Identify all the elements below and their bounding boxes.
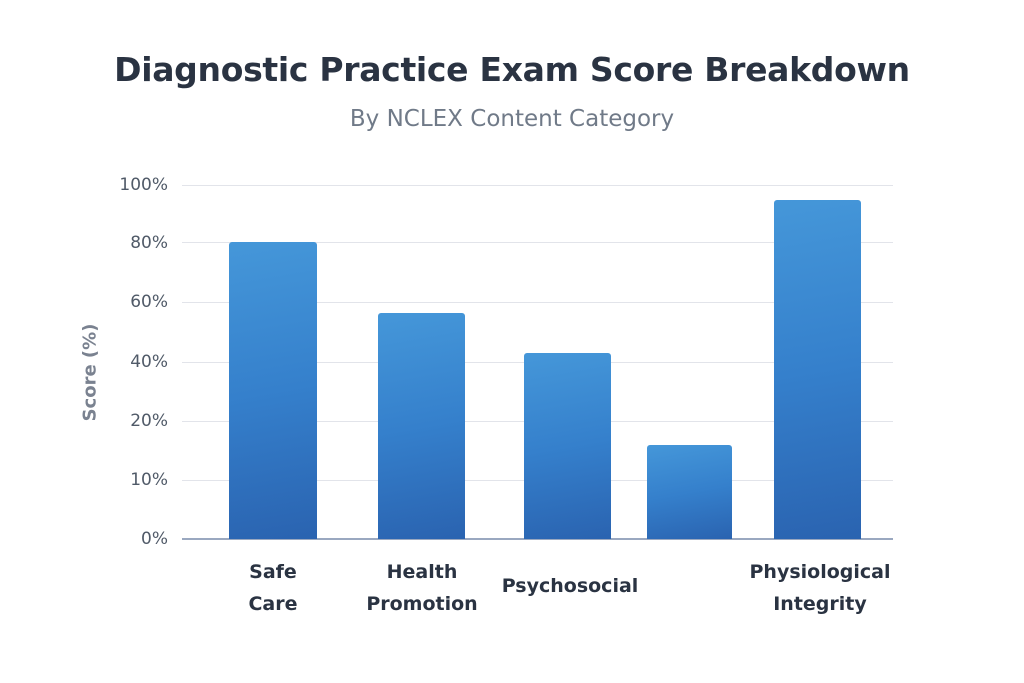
bar-psychosocial — [524, 353, 611, 539]
y-tick-60: 60% — [130, 292, 168, 312]
x-label-line: Integrity — [773, 593, 867, 615]
x-label-line: Care — [248, 593, 298, 615]
y-tick-0: 0% — [141, 529, 168, 549]
x-label-safe-care: Safe Care — [213, 556, 333, 620]
chart-title: Diagnostic Practice Exam Score Breakdown — [114, 50, 910, 89]
x-label-psychosocial: Psychosocial — [495, 570, 645, 602]
x-label-line: Promotion — [366, 593, 478, 615]
y-tick-100: 100% — [119, 175, 168, 195]
y-tick-80: 80% — [130, 233, 168, 253]
x-label-health-promotion: Health Promotion — [352, 556, 492, 620]
x-label-line: Psychosocial — [501, 575, 639, 597]
x-label-line: Safe — [249, 561, 297, 583]
bar-unlabeled — [647, 445, 732, 539]
x-label-line: Health — [386, 561, 458, 583]
chart-subtitle: By NCLEX Content Category — [349, 106, 675, 132]
gridline — [182, 185, 893, 186]
x-label-line: Physiological — [749, 561, 891, 583]
bar-physiological-integrity — [774, 200, 861, 539]
y-tick-40: 40% — [130, 352, 168, 372]
bar-safe-care — [229, 242, 317, 539]
gridline — [182, 302, 893, 303]
y-axis-label: Score (%) — [79, 323, 101, 422]
plot-area — [182, 185, 893, 540]
bar-health-promotion — [378, 313, 465, 539]
y-tick-10: 10% — [130, 470, 168, 490]
gridline — [182, 242, 893, 243]
x-axis-baseline — [182, 538, 893, 540]
x-label-physiological-integrity: Physiological Integrity — [745, 556, 895, 620]
y-tick-20: 20% — [130, 411, 168, 431]
